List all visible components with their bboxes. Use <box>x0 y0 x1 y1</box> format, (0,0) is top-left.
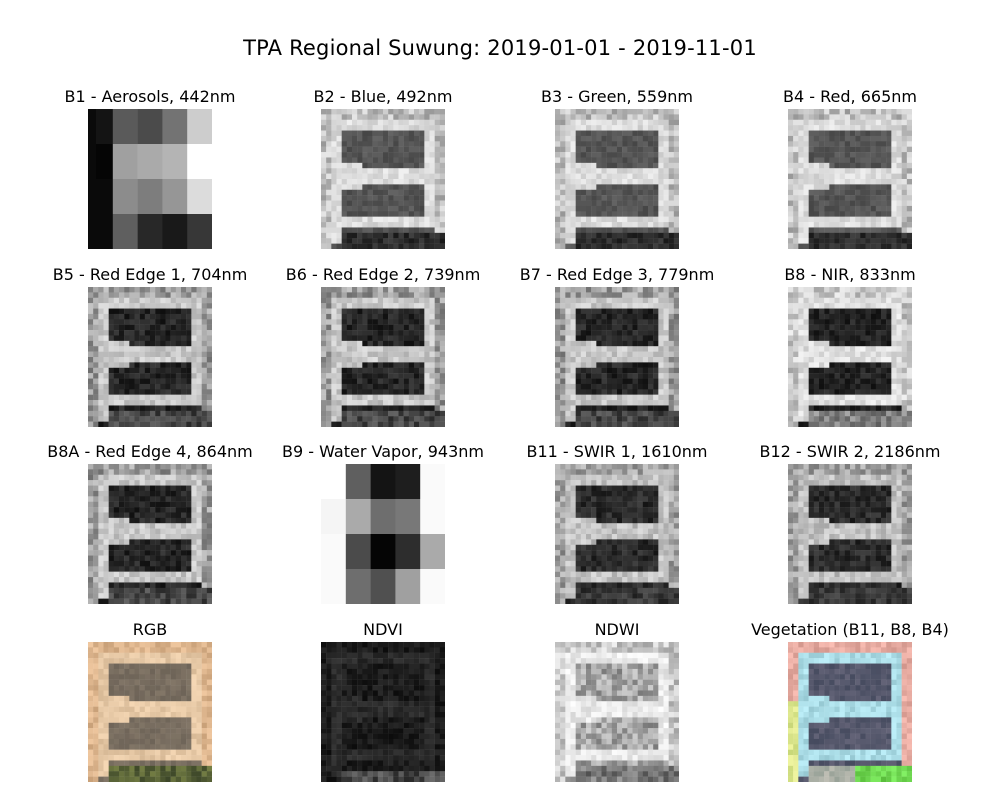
band-panel: B8 - NIR, 833nm <box>750 265 950 435</box>
figure-title: TPA Regional Suwung: 2019-01-01 - 2019-1… <box>243 36 757 60</box>
band-image <box>555 642 679 782</box>
panel-title: B5 - Red Edge 1, 704nm <box>52 265 248 284</box>
panel-title: NDVI <box>363 620 403 639</box>
band-image <box>321 464 445 604</box>
band-panel: B6 - Red Edge 2, 739nm <box>283 265 483 435</box>
panel-title: B4 - Red, 665nm <box>783 87 917 106</box>
panel-title: B3 - Green, 559nm <box>541 87 693 106</box>
band-image <box>555 464 679 604</box>
panel-title: B8 - NIR, 833nm <box>784 265 916 284</box>
band-panel: NDWI <box>517 620 717 790</box>
band-panel: NDVI <box>283 620 483 790</box>
panel-title: B2 - Blue, 492nm <box>313 87 453 106</box>
band-image <box>788 464 912 604</box>
panel-title: B9 - Water Vapor, 943nm <box>282 442 484 461</box>
band-image <box>788 642 912 782</box>
band-image <box>788 287 912 427</box>
band-image <box>88 109 212 249</box>
band-panel: B3 - Green, 559nm <box>517 87 717 257</box>
band-panel: Vegetation (B11, B8, B4) <box>750 620 950 790</box>
panel-title: B12 - SWIR 2, 2186nm <box>759 442 941 461</box>
band-panel: B12 - SWIR 2, 2186nm <box>750 442 950 612</box>
band-image <box>321 642 445 782</box>
band-image <box>88 287 212 427</box>
band-panel: B1 - Aerosols, 442nm <box>50 87 250 257</box>
band-panel: B8A - Red Edge 4, 864nm <box>47 442 253 612</box>
band-panel: B4 - Red, 665nm <box>750 87 950 257</box>
band-panel: B7 - Red Edge 3, 779nm <box>517 265 717 435</box>
band-image <box>88 464 212 604</box>
panel-title: B8A - Red Edge 4, 864nm <box>47 442 253 461</box>
band-panel: B5 - Red Edge 1, 704nm <box>50 265 250 435</box>
band-panel: B11 - SWIR 1, 1610nm <box>517 442 717 612</box>
band-image <box>788 109 912 249</box>
band-panel: RGB <box>50 620 250 790</box>
panel-title: Vegetation (B11, B8, B4) <box>751 620 949 639</box>
panel-title: B6 - Red Edge 2, 739nm <box>285 265 481 284</box>
band-image <box>88 642 212 782</box>
band-image <box>321 287 445 427</box>
panel-title: RGB <box>132 620 168 639</box>
panel-title: NDWI <box>594 620 640 639</box>
band-image <box>555 109 679 249</box>
panel-title: B11 - SWIR 1, 1610nm <box>526 442 708 461</box>
band-image <box>321 109 445 249</box>
band-image <box>555 287 679 427</box>
band-panel: B9 - Water Vapor, 943nm <box>282 442 484 612</box>
panel-title: B7 - Red Edge 3, 779nm <box>519 265 715 284</box>
panel-title: B1 - Aerosols, 442nm <box>64 87 236 106</box>
band-panel: B2 - Blue, 492nm <box>283 87 483 257</box>
